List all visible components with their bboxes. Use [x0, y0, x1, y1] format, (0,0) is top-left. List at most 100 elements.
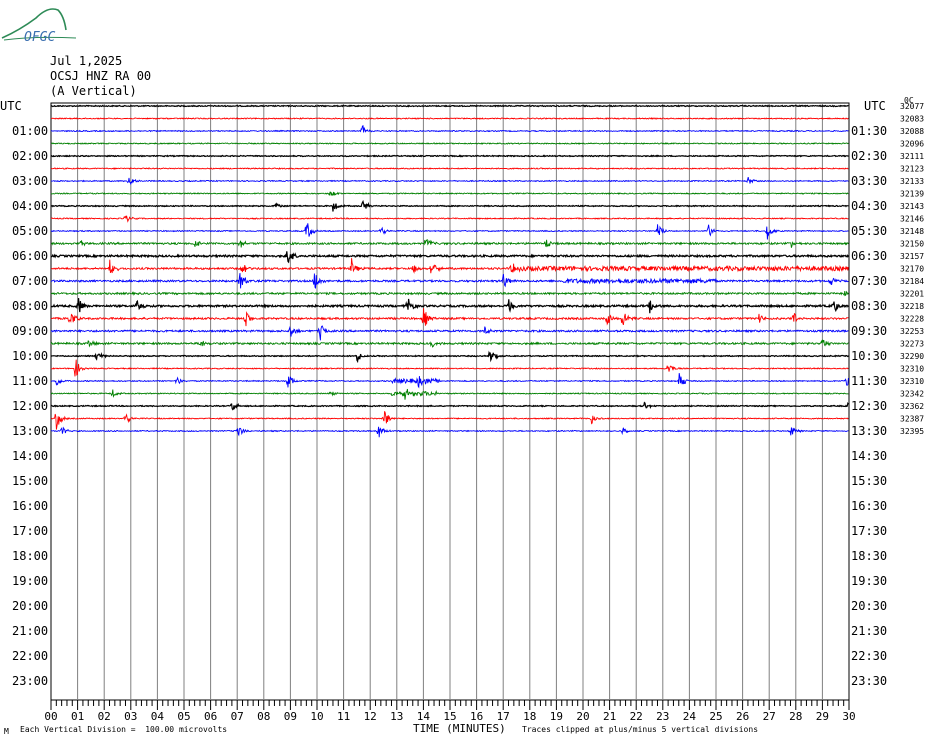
x-tick-label: 02 [98, 710, 111, 723]
right-row-label: 07:30 [851, 274, 887, 288]
left-row-label: UTC [0, 99, 22, 113]
right-row-label: UTC [864, 99, 886, 113]
trace-offset-label: 32310 [900, 365, 924, 374]
left-row-label: 01:00 [12, 124, 48, 138]
seismic-trace [50, 176, 849, 186]
left-row-label: 23:00 [12, 674, 48, 688]
left-row-label: 05:00 [12, 224, 48, 238]
trace-offset-label: 32273 [900, 340, 924, 349]
x-tick-label: 09 [284, 710, 297, 723]
seismic-trace [50, 251, 849, 264]
left-row-label: 12:00 [12, 399, 48, 413]
seismic-trace [50, 298, 849, 314]
seismic-trace [50, 290, 849, 297]
top-right-mark: 0C [904, 96, 914, 105]
trace-offset-label: 32148 [900, 227, 924, 236]
left-row-label: 03:00 [12, 174, 48, 188]
right-row-label: 04:30 [851, 199, 887, 213]
trace-offset-label: 32170 [900, 265, 924, 274]
right-row-label: 20:30 [851, 599, 887, 613]
x-tick-label: 01 [71, 710, 84, 723]
seismic-trace [50, 104, 849, 108]
x-tick-label: 08 [257, 710, 270, 723]
seismic-trace [50, 223, 849, 240]
x-tick-label: 23 [656, 710, 669, 723]
chart-date: Jul 1,2025 [50, 54, 123, 68]
left-row-label: 13:00 [12, 424, 48, 438]
seismic-trace [50, 273, 849, 289]
seismic-trace [50, 350, 849, 364]
right-row-label: 08:30 [851, 299, 887, 313]
left-row-label: 14:00 [12, 449, 48, 463]
left-row-label: 07:00 [12, 274, 48, 288]
trace-offset-label: 32150 [900, 240, 924, 249]
x-tick-label: 05 [177, 710, 190, 723]
left-row-label: 04:00 [12, 199, 48, 213]
x-tick-label: 18 [523, 710, 536, 723]
trace-offset-label: 32088 [900, 127, 924, 136]
left-row-label: 08:00 [12, 299, 48, 313]
trace-offset-label: 32253 [900, 327, 924, 336]
trace-offset-label: 32387 [900, 415, 924, 424]
x-tick-label: 16 [470, 710, 483, 723]
x-tick-label: 15 [443, 710, 456, 723]
clip-note: Traces clipped at plus/minus 5 vertical … [522, 725, 759, 734]
logo-text: OFGC [24, 30, 55, 45]
trace-offset-label: 32184 [900, 277, 924, 286]
x-axis-title: TIME (MINUTES) [413, 722, 506, 735]
trace-offset-label: 32077 [900, 102, 924, 111]
x-tick-label: 27 [763, 710, 776, 723]
trace-offset-label: 32228 [900, 315, 924, 324]
trace-offset-label: 32111 [900, 152, 924, 161]
trace-offset-label: 32342 [900, 390, 924, 399]
right-row-label: 01:30 [851, 124, 887, 138]
x-tick-label: 14 [417, 710, 431, 723]
right-row-label: 13:30 [851, 424, 887, 438]
left-row-label: 11:00 [12, 374, 48, 388]
right-row-label: 02:30 [851, 149, 887, 163]
x-tick-label: 24 [683, 710, 697, 723]
right-row-label: 10:30 [851, 349, 887, 363]
left-row-label: 20:00 [12, 599, 48, 613]
seismic-trace [50, 258, 849, 274]
seismic-trace [50, 308, 849, 327]
x-tick-label: 22 [630, 710, 643, 723]
trace-offset-label: 32096 [900, 140, 924, 149]
left-row-label: 17:00 [12, 524, 48, 538]
left-row-label: 09:00 [12, 324, 48, 338]
chart-grid [50, 102, 850, 710]
seismic-trace [51, 373, 849, 389]
trace-offset-label: 32139 [900, 190, 924, 199]
right-row-label: 14:30 [851, 449, 887, 463]
scale-note: Each Vertical Division = 100.00 microvol… [20, 725, 228, 734]
right-row-label: 05:30 [851, 224, 887, 238]
seismic-trace [50, 426, 849, 438]
trace-offset-label: 32310 [900, 377, 924, 386]
x-tick-label: 26 [736, 710, 749, 723]
right-row-label: 21:30 [851, 624, 887, 638]
x-tick-label: 13 [390, 710, 403, 723]
trace-offset-label: 32290 [900, 352, 924, 361]
seismic-trace [50, 339, 849, 348]
left-row-label: 22:00 [12, 649, 48, 663]
ofgc-logo: OFGC [1, 8, 77, 45]
seismic-trace [50, 401, 849, 411]
left-row-label: 21:00 [12, 624, 48, 638]
left-row-label: 06:00 [12, 249, 48, 263]
left-row-label: 19:00 [12, 574, 48, 588]
seismic-trace [50, 191, 849, 196]
seismic-trace [50, 238, 849, 248]
trace-offset-label: 32143 [900, 202, 924, 211]
x-tick-label: 00 [44, 710, 57, 723]
x-tick-label: 20 [576, 710, 589, 723]
left-row-label: 15:00 [12, 474, 48, 488]
station-code: OCSJ HNZ RA 00 [50, 69, 152, 83]
trace-offset-label: 32362 [900, 402, 924, 411]
right-row-label: 23:30 [851, 674, 887, 688]
x-tick-label: 28 [789, 710, 802, 723]
seismic-trace [50, 125, 849, 133]
x-tick-label: 12 [364, 710, 377, 723]
seismic-trace [50, 167, 849, 170]
seismic-trace [50, 388, 849, 400]
